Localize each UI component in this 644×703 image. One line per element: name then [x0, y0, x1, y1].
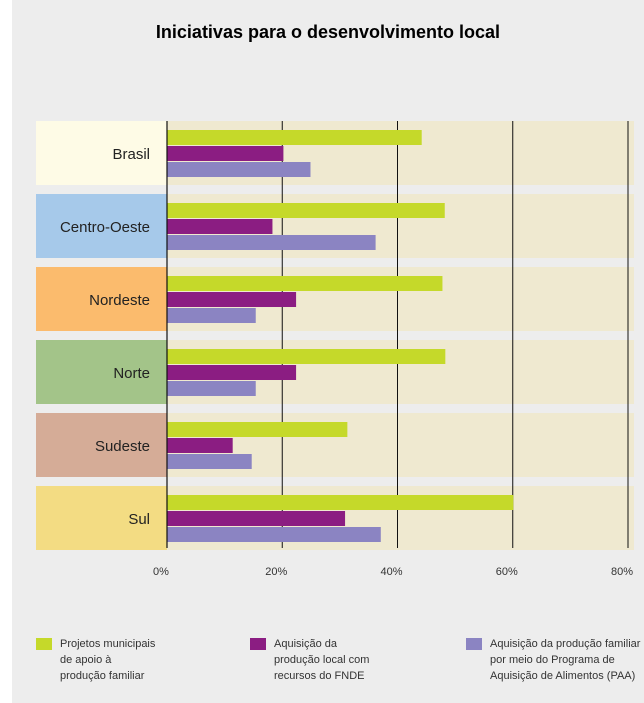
bar-2-2: [167, 308, 256, 323]
bar-2-5: [167, 527, 381, 542]
bar-2-3: [167, 381, 256, 396]
category-box-2: [36, 267, 167, 331]
category-label: Nordeste: [89, 292, 150, 309]
category-label: Sudeste: [95, 438, 150, 455]
bar-0-4: [167, 422, 348, 437]
x-tick-label: 40%: [380, 566, 402, 578]
bar-1-0: [167, 146, 284, 161]
legend-label-line: Aquisição da: [274, 638, 337, 650]
legend-label-line: de apoio à: [60, 654, 112, 666]
bar-1-2: [167, 292, 297, 307]
legend-swatch-paa: [466, 638, 482, 650]
legend-label-line: por meio do Programa de: [490, 654, 615, 666]
bar-0-0: [167, 130, 422, 145]
legend-label-line: Aquisição da produção familiar: [490, 638, 641, 650]
category-label: Norte: [113, 365, 150, 382]
chart-title: Iniciativas para o desenvolvimento local: [155, 22, 501, 42]
legend-label-line: produção local com: [274, 654, 370, 666]
x-tick-label: 0%: [153, 566, 169, 578]
category-label: Sul: [128, 511, 150, 528]
bar-1-5: [167, 511, 346, 526]
category-box-0: [36, 121, 167, 185]
category-box-1: [36, 194, 167, 258]
category-label: Brasil: [112, 146, 150, 163]
legend-label-line: Projetos municipais: [60, 638, 156, 650]
x-tick-label: 80%: [611, 566, 633, 578]
category-box-3: [36, 340, 167, 404]
bar-2-1: [167, 235, 376, 250]
x-tick-label: 60%: [496, 566, 518, 578]
bar-1-1: [167, 219, 273, 234]
category-box-4: [36, 413, 167, 477]
bar-0-5: [167, 495, 514, 510]
bar-2-0: [167, 162, 311, 177]
x-tick-label: 20%: [265, 566, 287, 578]
legend-label-paa: Aquisição da produção familiar por meio …: [490, 636, 640, 684]
legend-label-line: produção familiar: [60, 670, 145, 682]
bar-0-3: [167, 349, 446, 364]
category-label: Centro-Oeste: [60, 219, 150, 236]
bar-0-1: [167, 203, 445, 218]
bar-1-3: [167, 365, 297, 380]
legend-item-projetos: Projetos municipais de apoio à produção …: [36, 636, 155, 684]
legend-item-paa: Aquisição da produção familiar por meio …: [466, 636, 640, 684]
bar-1-4: [167, 438, 233, 453]
legend-label-line: Aquisição de Alimentos (PAA): [490, 670, 636, 682]
category-box-5: [36, 486, 167, 550]
legend-swatch-projetos: [36, 638, 52, 650]
bar-0-2: [167, 276, 443, 291]
legend-label-fnde: Aquisição da produção local com recursos…: [274, 636, 369, 684]
bar-2-4: [167, 454, 252, 469]
legend-item-fnde: Aquisição da produção local com recursos…: [250, 636, 369, 684]
legend-label-line: recursos do FNDE: [274, 670, 365, 682]
legend-label-projetos: Projetos municipais de apoio à produção …: [60, 636, 155, 684]
legend-swatch-fnde: [250, 638, 266, 650]
